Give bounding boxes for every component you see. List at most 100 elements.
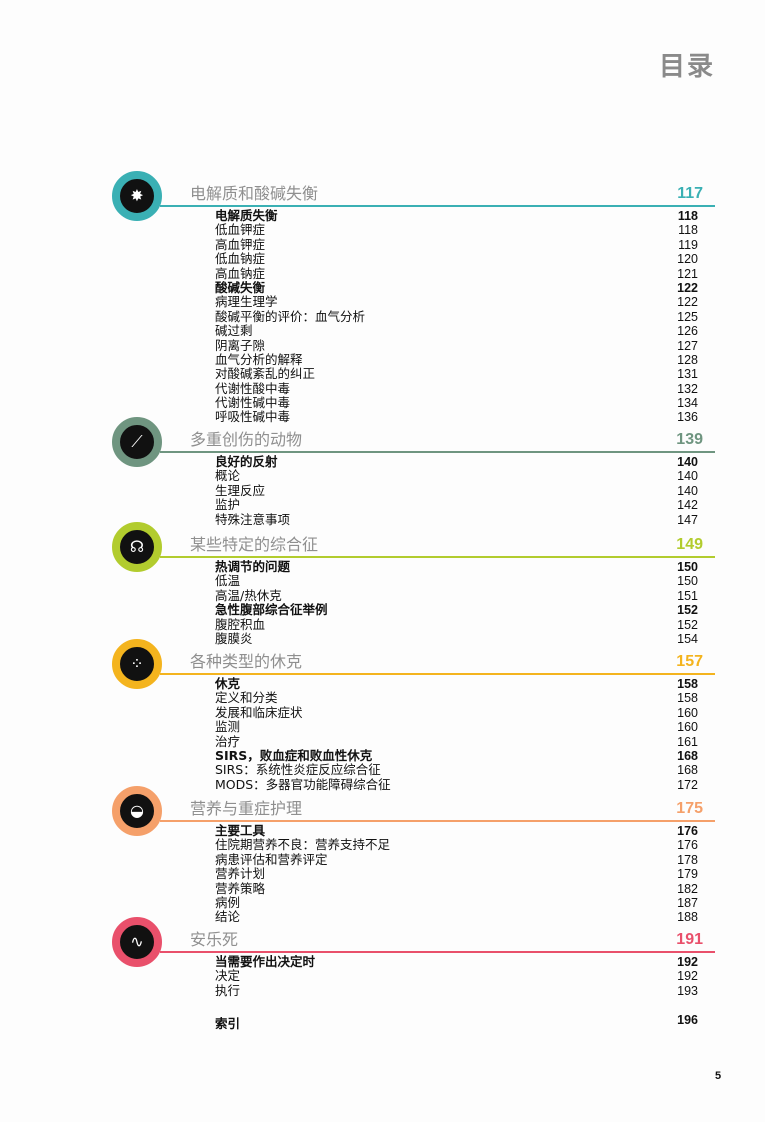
- toc-entry[interactable]: 主要工具 176: [215, 823, 698, 838]
- toc-entry[interactable]: 酸碱平衡的评价：血气分析 125: [215, 308, 698, 324]
- entry-label: 电解质失衡: [215, 208, 278, 223]
- entry-label: 低温: [215, 573, 241, 589]
- toc-entry[interactable]: 结论 188: [215, 909, 698, 925]
- section-page: 191: [676, 931, 703, 948]
- toc-entry[interactable]: SIRS：系统性炎症反应综合征 168: [215, 762, 698, 778]
- entry-label: 酸碱平衡的评价：血气分析: [215, 308, 366, 324]
- entry-page: 160: [677, 720, 698, 735]
- entry-page: 128: [677, 352, 698, 367]
- entry-page: 168: [677, 763, 698, 778]
- toc-entry[interactable]: SIRS，败血症和败血性休克 168: [215, 747, 698, 763]
- entry-label: 主要工具: [215, 823, 266, 838]
- section-title[interactable]: 安乐死: [190, 930, 239, 949]
- entry-label: 病患评估和营养评定: [215, 851, 328, 867]
- entry-label: 代谢性碱中毒: [215, 395, 291, 411]
- toc-entry[interactable]: MODS：多器官功能障碍综合征 172: [215, 777, 698, 792]
- toc-entry[interactable]: 定义和分类 158: [215, 690, 698, 705]
- entry-page: 192: [677, 955, 698, 969]
- entry-label: 呼吸性碱中毒: [215, 409, 291, 425]
- entry-page: 176: [677, 838, 698, 853]
- entry-label: 阴离子隙: [215, 337, 266, 353]
- entry-label: 营养计划: [215, 866, 266, 882]
- toc-entry[interactable]: 高血钾症 119: [215, 237, 698, 252]
- section-page: 117: [677, 185, 703, 202]
- toc-entry[interactable]: 发展和临床症状 160: [215, 705, 698, 720]
- entry-page: 151: [677, 588, 698, 603]
- toc-entry[interactable]: 病患评估和营养评定 178: [215, 851, 698, 867]
- entry-label: 休克: [215, 676, 241, 691]
- toc-entry[interactable]: 概论 140: [215, 468, 698, 483]
- toc-entry[interactable]: 低血钾症 118: [215, 222, 698, 238]
- toc-entry[interactable]: 病理生理学 122: [215, 294, 698, 309]
- entry-label: 结论: [215, 909, 241, 925]
- entry-label: 执行: [215, 982, 241, 998]
- toc-entry[interactable]: 急性腹部综合征举例 152: [215, 602, 698, 618]
- section-title[interactable]: 各种类型的休克: [190, 652, 303, 671]
- entry-page: 121: [677, 266, 698, 281]
- food-bowl-icon: ◒: [112, 786, 162, 836]
- toc-entry[interactable]: 当需要作出决定时 192: [215, 954, 698, 969]
- cells-icon: ⁘: [112, 639, 162, 689]
- toc-entry[interactable]: 病例 187: [215, 894, 698, 910]
- toc-entry[interactable]: 治疗 161: [215, 734, 698, 749]
- entry-page: 127: [677, 338, 698, 353]
- toc-entry[interactable]: 决定 192: [215, 968, 698, 984]
- toc-entry[interactable]: 住院期营养不良：营养支持不足 176: [215, 837, 698, 853]
- section-title[interactable]: 电解质和酸碱失衡: [190, 184, 319, 203]
- entry-page: 192: [677, 969, 698, 984]
- entry-page: 147: [677, 512, 698, 527]
- toc-entry[interactable]: 腹膜炎 154: [215, 630, 698, 646]
- toc-entry[interactable]: 休克 158: [215, 676, 698, 691]
- entry-page: 178: [677, 852, 698, 867]
- entry-label: 对酸碱紊乱的纠正: [215, 366, 316, 382]
- entry-page: 132: [677, 381, 698, 396]
- toc-entry[interactable]: 电解质失衡 118: [215, 208, 698, 223]
- section-title[interactable]: 多重创伤的动物: [190, 430, 303, 449]
- toc-entry[interactable]: 低温 150: [215, 573, 698, 589]
- toc-entry[interactable]: 酸碱失衡 122: [215, 280, 698, 295]
- toc-entry[interactable]: 高温/热休克 151: [215, 588, 698, 603]
- section-title[interactable]: 营养与重症护理: [190, 799, 303, 818]
- toc-entry[interactable]: 腹腔积血 152: [215, 617, 698, 632]
- toc-entry[interactable]: 低血钠症 120: [215, 251, 698, 266]
- toc-entry[interactable]: 营养计划 179: [215, 866, 698, 882]
- entry-label: 当需要作出决定时: [215, 954, 316, 969]
- toc-entry[interactable]: 呼吸性碱中毒 136: [215, 409, 698, 425]
- entry-label: 代谢性酸中毒: [215, 380, 291, 396]
- section-page: 157: [676, 653, 703, 670]
- toc-entry[interactable]: 执行 193: [215, 982, 698, 998]
- entry-label: SIRS：系统性炎症反应综合征: [215, 762, 381, 778]
- toc-entry[interactable]: 代谢性酸中毒 132: [215, 380, 698, 396]
- toc-entry[interactable]: 生理反应 140: [215, 483, 698, 498]
- entry-page: 172: [677, 777, 698, 792]
- toc-entry[interactable]: 对酸碱紊乱的纠正 131: [215, 366, 698, 382]
- toc-entry[interactable]: 热调节的问题 150: [215, 559, 698, 574]
- entry-label: 良好的反射: [215, 454, 278, 469]
- h-plus-burst-icon: ✸: [112, 171, 162, 221]
- toc-entry[interactable]: 良好的反射 140: [215, 454, 698, 469]
- toc-entry[interactable]: 特殊注意事项 147: [215, 512, 698, 527]
- index-page: 196: [677, 1013, 698, 1027]
- toc-entry[interactable]: 营养策略 182: [215, 881, 698, 896]
- toc-entry[interactable]: 监测 160: [215, 719, 698, 735]
- section-divider: [160, 556, 715, 558]
- entry-label: 病例: [215, 894, 241, 910]
- toc-entry[interactable]: 阴离子隙 127: [215, 337, 698, 353]
- entry-label: SIRS，败血症和败血性休克: [215, 747, 373, 763]
- entry-page: 150: [677, 574, 698, 589]
- entry-label: 腹膜炎: [215, 630, 253, 646]
- entry-page: 176: [677, 824, 698, 838]
- entry-label: 热调节的问题: [215, 559, 291, 574]
- entry-page: 118: [677, 209, 698, 223]
- toc-entry[interactable]: 代谢性碱中毒 134: [215, 395, 698, 411]
- entry-label: 急性腹部综合征举例: [215, 602, 328, 618]
- toc-entry[interactable]: 高血钠症 121: [215, 266, 698, 281]
- section-title[interactable]: 某些特定的综合征: [190, 535, 319, 554]
- entry-label: 低血钾症: [215, 222, 266, 238]
- toc-entry[interactable]: 监护 142: [215, 497, 698, 512]
- toc-entry[interactable]: 血气分析的解释 128: [215, 352, 698, 367]
- index-entry[interactable]: 索引 196: [215, 1013, 698, 1032]
- entry-page: 152: [677, 617, 698, 632]
- toc-entry[interactable]: 碱过剩 126: [215, 323, 698, 338]
- entry-page: 168: [677, 748, 698, 763]
